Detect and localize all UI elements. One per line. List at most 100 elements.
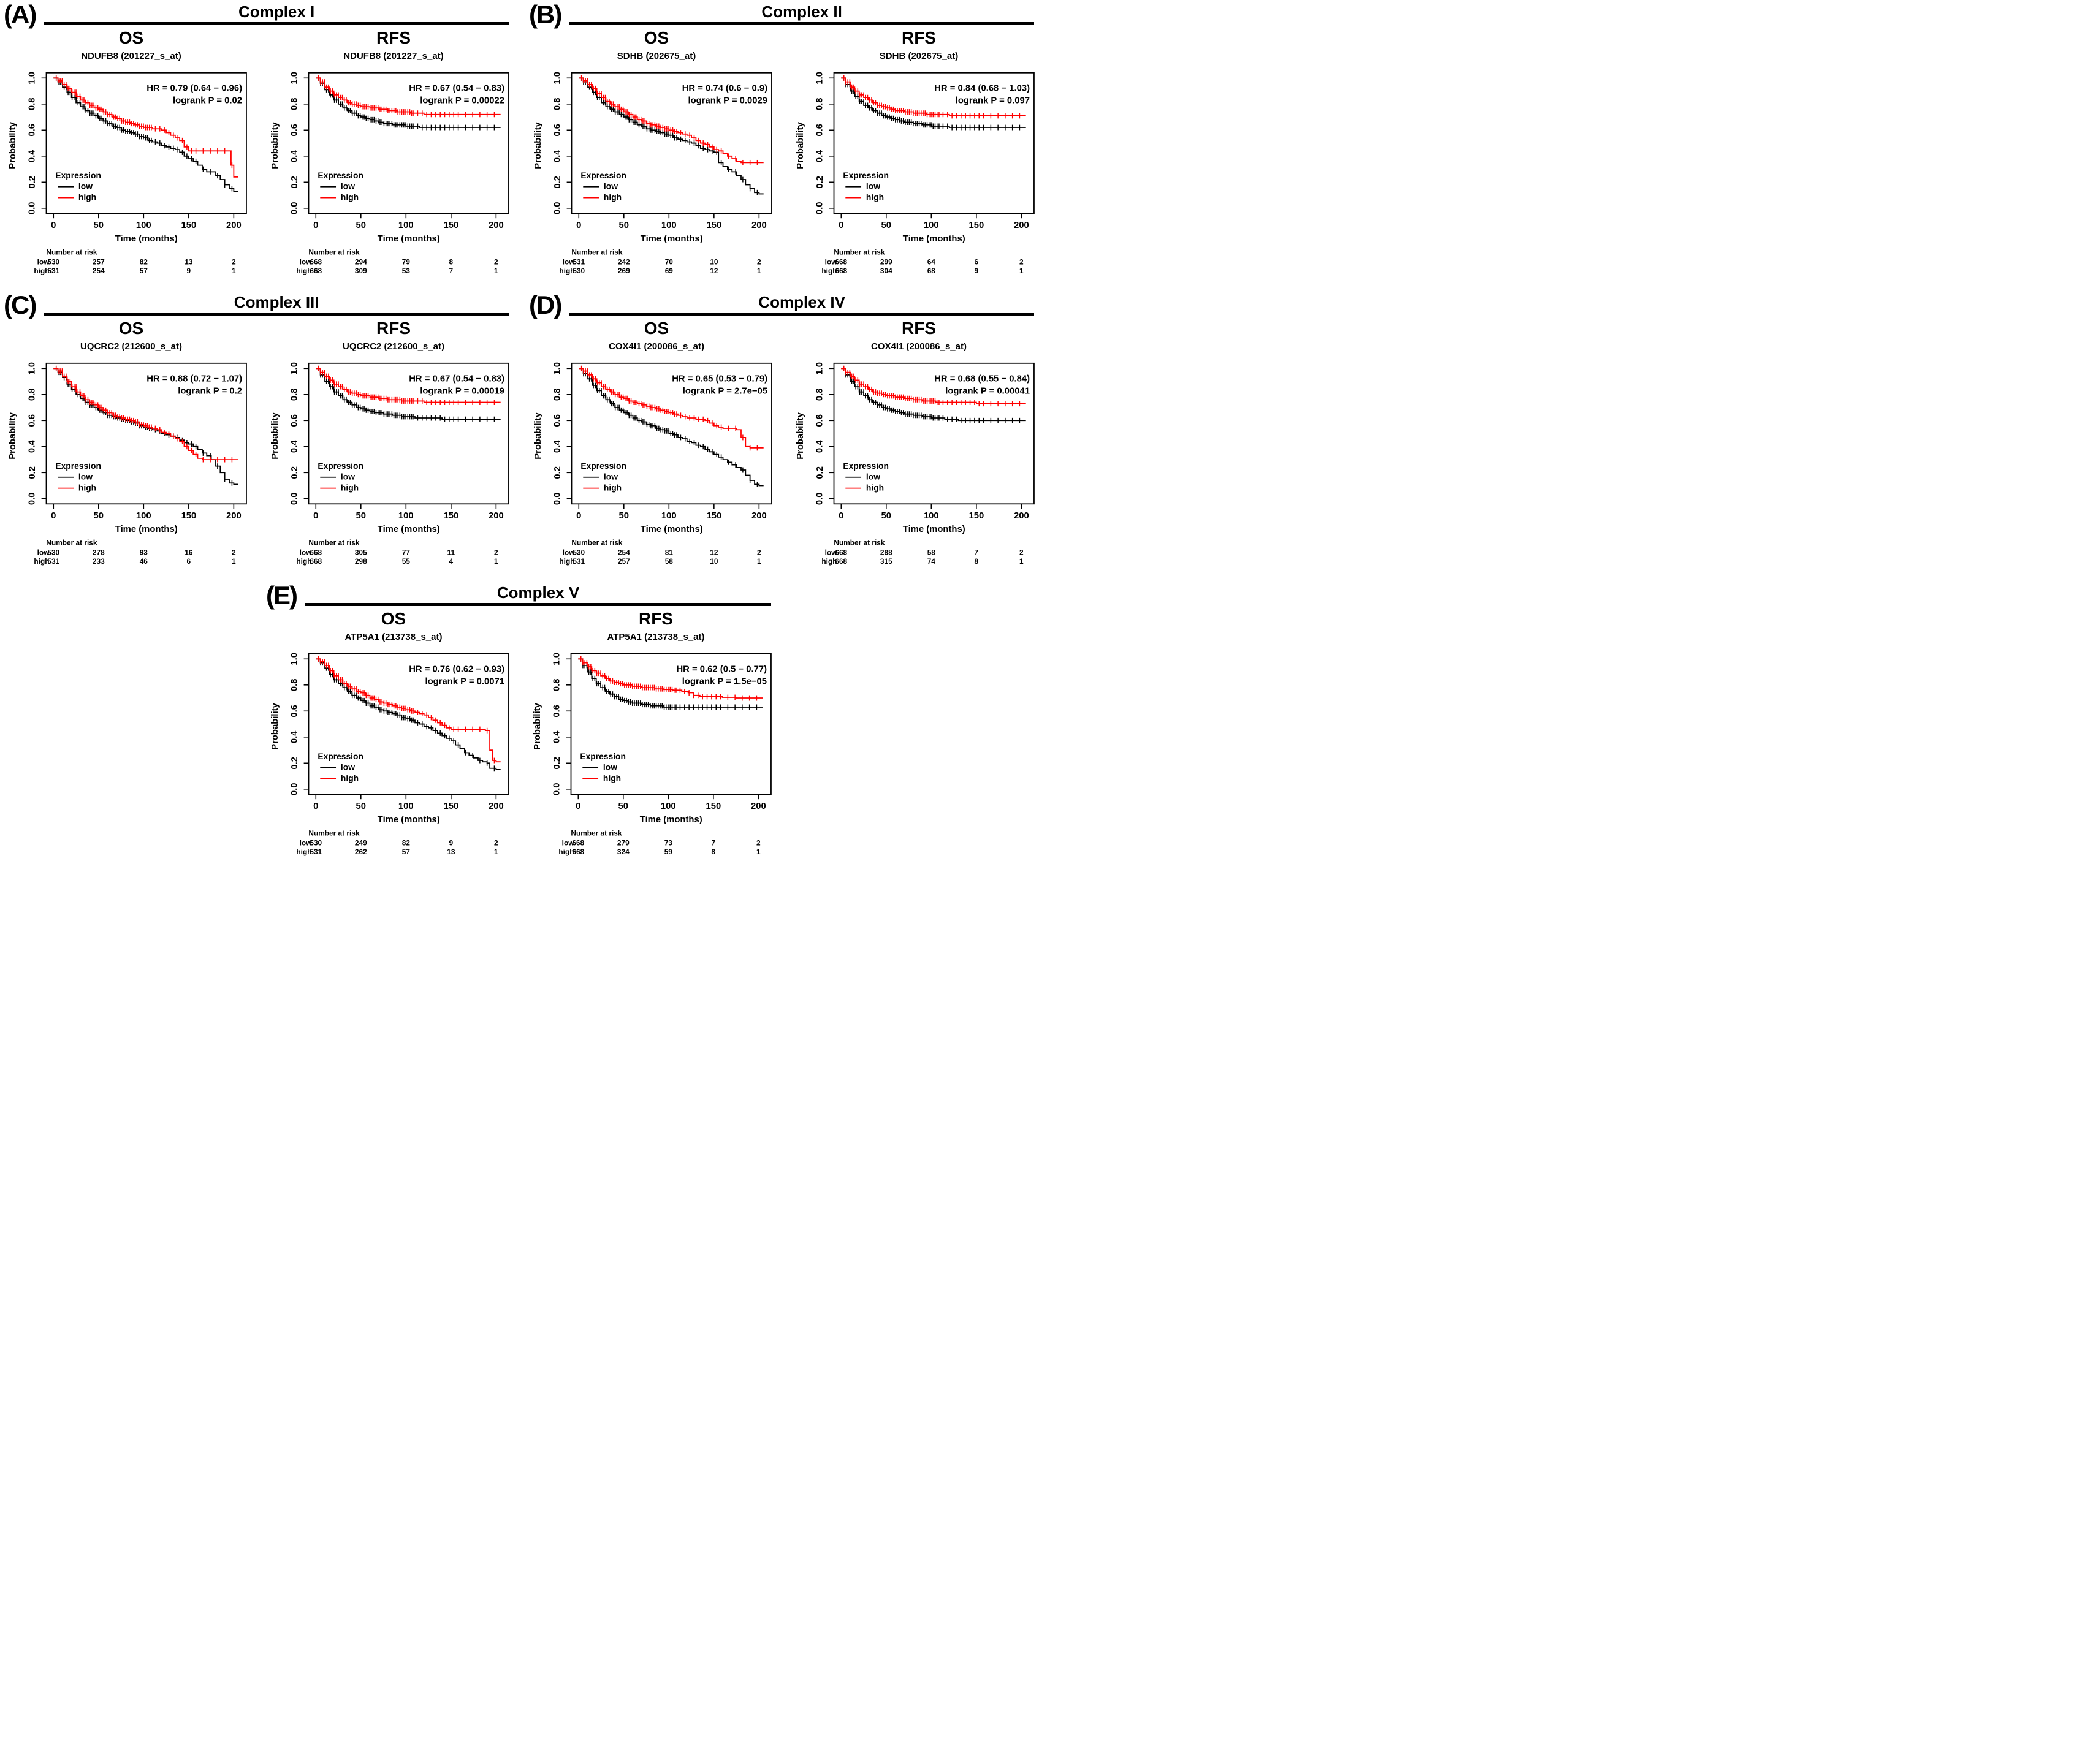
x-axis-label: Time (months) — [641, 525, 703, 534]
x-axis-label: Time (months) — [640, 815, 702, 825]
risk-table-label: Number at risk — [834, 538, 885, 547]
endpoint-title: OS — [381, 609, 406, 628]
risk-value-high: 1 — [757, 557, 761, 566]
panel-E-label: (E) — [266, 581, 298, 610]
panel-C-label: (C) — [4, 290, 37, 319]
y-tick-label: 1.0 — [815, 72, 825, 85]
risk-value-high: 668 — [310, 267, 322, 275]
x-axis-label: Time (months) — [115, 525, 178, 534]
risk-value-low: 93 — [140, 548, 148, 556]
risk-row-label-low: low — [825, 257, 838, 266]
x-tick-label: 100 — [924, 511, 939, 521]
y-tick-label: 0.2 — [290, 176, 300, 189]
y-tick-label: 0.2 — [28, 466, 37, 479]
panel-C-title: Complex III — [234, 293, 319, 311]
x-tick-label: 200 — [489, 802, 504, 811]
risk-value-low: 2 — [1019, 257, 1024, 266]
subplot-E-OS: OS ATP5A1 (213738_s_at) 0.0 0.2 0.4 0.6 0.8 1.0… — [262, 608, 525, 867]
endpoint-title: RFS — [902, 318, 936, 338]
risk-value-low: 2 — [494, 838, 498, 847]
risk-value-high: 13 — [447, 847, 455, 856]
y-axis-label: Probability — [533, 702, 542, 749]
risk-value-high: 304 — [880, 267, 892, 275]
risk-row-label-high: high — [558, 847, 574, 856]
x-tick-label: 100 — [924, 221, 939, 230]
risk-row-label-high: high — [34, 557, 49, 566]
y-tick-label: 0.6 — [815, 124, 825, 137]
x-tick-label: 100 — [136, 221, 151, 230]
risk-value-low: 299 — [880, 257, 892, 266]
x-axis-label: Time (months) — [115, 234, 178, 244]
risk-table-label: Number at risk — [308, 538, 359, 547]
panel-A: (A) Complex I OS NDUFB8 (201227_s_at) 0.0 0… — [0, 0, 525, 290]
risk-row-label-low: low — [300, 548, 313, 556]
y-axis-label: Probability — [796, 412, 805, 459]
subplot-D-OS: OS COX4I1 (200086_s_at) 0.0 0.2 0.4 0.6 0.8 1.0… — [525, 317, 788, 577]
y-tick-label: 0.8 — [815, 97, 825, 110]
gene-probe-title: COX4I1 (200086_s_at) — [609, 341, 704, 352]
risk-value-low: 2 — [494, 548, 498, 556]
y-tick-label: 0.0 — [552, 783, 562, 795]
panel-A-label: (A) — [4, 0, 37, 29]
risk-value-high: 531 — [310, 847, 322, 856]
x-tick-label: 150 — [443, 511, 458, 521]
y-tick-label: 0.6 — [815, 414, 825, 427]
risk-value-low: 58 — [927, 548, 936, 556]
y-tick-label: 0.0 — [815, 202, 825, 214]
y-tick-label: 0.6 — [290, 414, 300, 427]
risk-value-low: 11 — [447, 548, 455, 556]
legend-label-low: low — [341, 762, 355, 772]
y-tick-label: 0.6 — [28, 414, 37, 427]
y-tick-label: 0.6 — [553, 414, 563, 427]
hr-text: HR = 0.88 (0.72 − 1.07) — [146, 374, 242, 384]
panel-A-title: Complex I — [238, 2, 315, 21]
panel-A-header: (A) Complex I — [0, 0, 525, 27]
logrank-text: logrank P = 0.00019 — [420, 386, 504, 396]
legend-label-high: high — [341, 192, 359, 202]
risk-row-label-high: high — [821, 267, 837, 275]
legend-title: Expression — [580, 461, 626, 471]
legend-label-high: high — [341, 773, 359, 783]
risk-value-low: 257 — [93, 257, 105, 266]
risk-row-label-low: low — [300, 838, 313, 847]
risk-value-low: 6 — [975, 257, 979, 266]
censor-marks-high — [843, 365, 1021, 407]
x-tick-label: 150 — [968, 221, 984, 230]
risk-row-label-low: low — [825, 548, 838, 556]
legend-label-high: high — [866, 482, 884, 492]
legend-title: Expression — [318, 461, 363, 471]
km-plot-A-OS: 0.0 0.2 0.4 0.6 0.8 1.0 Probability 0 50 100 150 20… — [8, 72, 247, 275]
x-tick-label: 200 — [1014, 511, 1029, 521]
km-plot-B-RFS: 0.0 0.2 0.4 0.6 0.8 1.0 Probability 0 50 100 150 20… — [796, 72, 1035, 275]
y-tick-label: 1.0 — [815, 362, 825, 375]
panel-E-title-rule — [305, 603, 771, 607]
panel-B-subplots: OS SDHB (202675_at) 0.0 0.2 0.4 0.6 0.8 1.0 Prob… — [525, 27, 1050, 286]
x-tick-label: 100 — [661, 221, 677, 230]
risk-value-high: 668 — [572, 847, 584, 856]
censor-marks-low — [580, 365, 758, 487]
risk-value-low: 13 — [185, 257, 193, 266]
x-tick-label: 150 — [443, 802, 458, 811]
panel-C-subplots: OS UQCRC2 (212600_s_at) 0.0 0.2 0.4 0.6 0.8 1.0… — [0, 317, 525, 577]
risk-value-high: 74 — [927, 557, 936, 566]
risk-value-low: 77 — [402, 548, 411, 556]
risk-value-low: 530 — [573, 548, 585, 556]
y-tick-label: 0.2 — [815, 466, 825, 479]
panel-A-subplots: OS NDUFB8 (201227_s_at) 0.0 0.2 0.4 0.6 0.8 1.0… — [0, 27, 525, 286]
plot-box — [833, 72, 1035, 214]
hr-text: HR = 0.79 (0.64 − 0.96) — [146, 83, 242, 93]
y-tick-label: 0.0 — [815, 492, 825, 505]
panel-B-title: Complex II — [761, 2, 842, 21]
endpoint-title: OS — [118, 318, 144, 338]
risk-value-high: 1 — [494, 267, 498, 275]
legend-label-low: low — [341, 472, 355, 482]
y-tick-label: 0.4 — [553, 150, 563, 162]
y-axis-label: Probability — [533, 121, 543, 169]
legend-label-low: low — [341, 181, 355, 191]
x-tick-label: 100 — [398, 511, 414, 521]
km-plot-E-RFS: 0.0 0.2 0.4 0.6 0.8 1.0 Probability 0 50 100 150 20… — [533, 653, 772, 856]
risk-value-high: 531 — [47, 267, 59, 275]
logrank-text: logrank P = 0.0029 — [688, 96, 767, 105]
y-tick-label: 1.0 — [553, 72, 563, 85]
risk-value-high: 233 — [93, 557, 105, 566]
